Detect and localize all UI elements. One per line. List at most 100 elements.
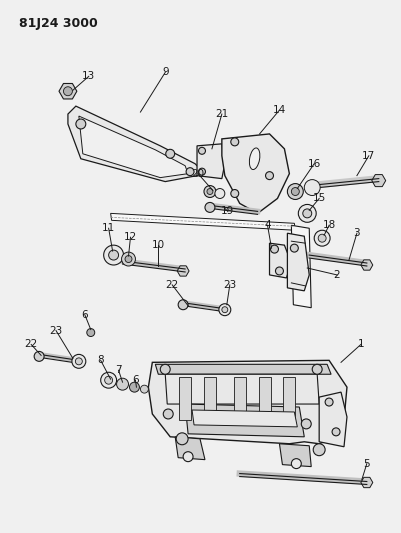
Circle shape	[231, 190, 239, 198]
Polygon shape	[155, 365, 331, 374]
Circle shape	[265, 172, 273, 180]
Polygon shape	[319, 392, 347, 447]
Circle shape	[76, 119, 86, 129]
Text: 23: 23	[223, 280, 237, 290]
Polygon shape	[185, 404, 304, 437]
Circle shape	[101, 372, 117, 388]
Circle shape	[72, 354, 86, 368]
Text: 2: 2	[334, 270, 340, 280]
Circle shape	[292, 459, 301, 469]
Text: 21: 21	[215, 109, 229, 119]
Circle shape	[140, 385, 148, 393]
Circle shape	[125, 256, 132, 263]
Polygon shape	[361, 478, 373, 488]
Polygon shape	[179, 377, 191, 420]
Circle shape	[176, 433, 188, 445]
Circle shape	[109, 250, 119, 260]
Circle shape	[325, 398, 333, 406]
Text: 14: 14	[273, 105, 286, 115]
Text: 4: 4	[264, 220, 271, 230]
Circle shape	[183, 451, 193, 462]
Circle shape	[271, 245, 278, 253]
Circle shape	[290, 244, 298, 252]
Text: 81J24 3000: 81J24 3000	[19, 17, 98, 30]
Circle shape	[105, 376, 113, 384]
Circle shape	[275, 267, 284, 275]
Polygon shape	[175, 437, 205, 459]
Polygon shape	[361, 260, 373, 270]
Polygon shape	[372, 175, 386, 187]
Circle shape	[122, 252, 136, 266]
Polygon shape	[234, 377, 246, 420]
Text: 18: 18	[322, 220, 336, 230]
Polygon shape	[279, 444, 311, 466]
Circle shape	[207, 189, 213, 195]
Text: 20: 20	[191, 168, 205, 179]
Circle shape	[204, 185, 216, 198]
Polygon shape	[259, 377, 271, 420]
Circle shape	[303, 209, 312, 218]
Text: 1: 1	[358, 340, 364, 350]
Circle shape	[163, 409, 173, 419]
Polygon shape	[148, 360, 347, 444]
Circle shape	[160, 365, 170, 374]
Text: 17: 17	[362, 151, 375, 161]
Circle shape	[312, 365, 322, 374]
Circle shape	[222, 306, 228, 313]
Text: 5: 5	[364, 458, 370, 469]
Polygon shape	[177, 266, 189, 276]
Ellipse shape	[249, 148, 260, 169]
Circle shape	[219, 304, 231, 316]
Text: 7: 7	[115, 365, 122, 375]
Text: 13: 13	[82, 71, 95, 82]
Circle shape	[314, 230, 330, 246]
Text: 8: 8	[97, 356, 104, 365]
Text: 22: 22	[24, 340, 38, 350]
Text: 10: 10	[152, 240, 165, 250]
Circle shape	[87, 328, 95, 336]
Text: 9: 9	[162, 67, 168, 77]
Polygon shape	[111, 213, 296, 230]
Circle shape	[215, 189, 225, 198]
Text: 11: 11	[102, 223, 115, 233]
Circle shape	[231, 138, 239, 146]
Circle shape	[198, 168, 205, 175]
Text: 22: 22	[166, 280, 179, 290]
Text: 6: 6	[132, 375, 139, 385]
Polygon shape	[222, 134, 290, 213]
Text: 16: 16	[308, 159, 321, 169]
Circle shape	[288, 183, 303, 199]
Circle shape	[75, 358, 82, 365]
Circle shape	[313, 444, 325, 456]
Text: 3: 3	[354, 228, 360, 238]
Polygon shape	[288, 233, 309, 291]
Circle shape	[130, 382, 140, 392]
Polygon shape	[165, 374, 319, 404]
Text: 19: 19	[221, 206, 235, 216]
Circle shape	[178, 300, 188, 310]
Polygon shape	[79, 116, 188, 177]
Polygon shape	[68, 106, 200, 182]
Circle shape	[198, 147, 205, 154]
Circle shape	[166, 149, 175, 158]
Text: 15: 15	[312, 193, 326, 204]
Circle shape	[104, 245, 124, 265]
Circle shape	[301, 419, 311, 429]
Text: 23: 23	[49, 326, 63, 336]
Text: 6: 6	[81, 310, 88, 320]
Polygon shape	[292, 225, 311, 308]
Circle shape	[117, 378, 128, 390]
Circle shape	[318, 234, 326, 242]
Circle shape	[63, 87, 73, 96]
Polygon shape	[204, 377, 216, 420]
Polygon shape	[284, 377, 296, 420]
Circle shape	[332, 428, 340, 436]
Text: 12: 12	[124, 232, 137, 242]
Polygon shape	[192, 410, 297, 427]
Polygon shape	[269, 243, 292, 278]
Circle shape	[298, 205, 316, 222]
Circle shape	[304, 180, 320, 196]
Polygon shape	[197, 144, 225, 179]
Circle shape	[292, 188, 299, 196]
Circle shape	[34, 351, 44, 361]
